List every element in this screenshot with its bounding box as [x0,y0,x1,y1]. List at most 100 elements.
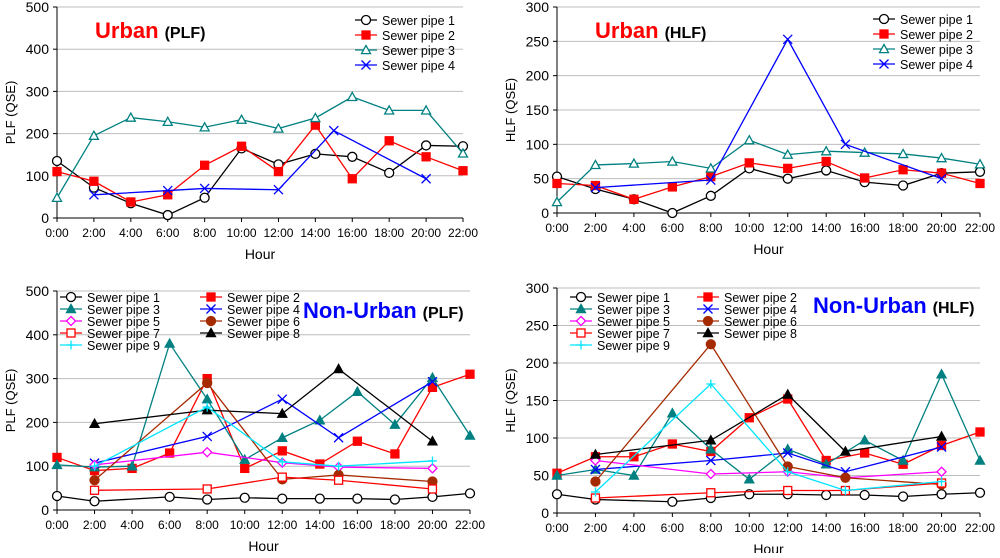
data-point [427,382,438,393]
x-tick-label: 6:00 [156,226,180,240]
data-point [840,139,851,150]
data-point [464,429,476,440]
legend-marker [703,304,713,314]
data-point [390,449,400,459]
data-point [458,166,468,176]
data-point [202,431,213,442]
legend-label: Sewer pipe 2 [382,29,455,43]
data-point [590,464,601,475]
legend-label: Sewer pipe 9 [597,339,670,353]
legend-marker [205,327,217,338]
data-point [421,152,431,162]
data-point [590,180,601,191]
legend-label: Sewer pipe 8 [227,327,300,341]
y-axis-title: HLF (QSE) [503,78,518,142]
data-point [426,435,439,446]
series-1 [551,163,986,219]
chart-title: Urban (HLF) [595,18,706,43]
y-tick-label: 300 [526,0,550,15]
data-point [840,472,851,483]
data-point [551,469,563,480]
data-point [328,125,339,136]
x-tick-label: 22:00 [455,518,485,532]
series-line [56,144,464,216]
data-point [202,494,213,505]
data-point [276,407,288,418]
data-point [743,134,755,145]
data-point [309,112,321,123]
data-point [974,158,986,169]
data-point [88,417,101,428]
data-point [705,175,716,185]
y-tick-label: 150 [526,102,550,118]
data-point [420,140,432,151]
series-7 [89,472,438,495]
legend-label: Sewer pipe 1 [87,291,160,305]
y-tick-label: 0 [541,505,549,521]
legend-marker [702,327,714,338]
x-tick-label: 18:00 [374,226,404,240]
data-point [240,463,250,474]
data-point [821,165,832,176]
data-point [706,488,716,498]
data-point [199,121,211,132]
x-tick-label: 18:00 [888,221,918,235]
series-line [94,368,433,442]
y-tick-label: 150 [526,393,550,409]
legend-label: Sewer pipe 1 [597,291,670,305]
series-line [595,393,942,456]
legend-marker [66,340,76,350]
y-tick-label: 100 [526,136,550,152]
legend-label: Sewer pipe 4 [382,59,455,73]
data-point [427,491,438,503]
legend-marker [360,14,372,26]
legend-marker [361,30,371,40]
series-1 [51,140,469,221]
data-point [164,491,175,503]
data-point [897,180,909,191]
data-point [974,166,986,177]
data-point [125,111,137,122]
x-tick-label: 16:00 [337,226,367,240]
chart-title-sub: (HLF) [665,25,707,42]
data-point [551,196,563,207]
data-point [314,414,326,425]
data-point [202,402,212,412]
legend-label: Sewer pipe 3 [597,303,670,317]
data-point [201,446,213,458]
data-point [457,147,469,158]
data-point [51,490,63,502]
data-point [347,174,357,184]
legend-label: Sewer pipe 1 [382,14,455,28]
data-point [589,448,602,459]
data-point [590,182,601,193]
y-tick-label: 100 [26,458,50,474]
legend-marker [878,43,890,54]
data-point [89,176,99,186]
legend-label: Sewer pipe 7 [87,327,160,341]
data-point [782,448,793,458]
data-point [420,104,432,115]
legend-marker [879,59,889,69]
data-point [936,168,947,178]
series-3 [551,368,986,484]
data-point [936,466,947,478]
series-4 [88,125,432,200]
data-point [427,376,438,387]
data-point [235,113,248,124]
data-point [705,190,716,201]
x-tick-label: 12:00 [263,226,293,240]
x-tick-label: 8:00 [699,521,723,535]
data-point [51,191,63,202]
series-4 [89,376,438,469]
chart-title-main: Urban [95,18,159,43]
legend-label: Sewer pipe 2 [900,28,973,42]
data-point [821,489,832,501]
data-point [783,163,793,174]
x-tick-label: 10:00 [230,518,260,532]
legend-label: Sewer pipe 4 [900,58,973,72]
data-point [839,445,852,456]
x-tick-label: 0:00 [45,226,69,240]
x-axis-title: Hour [753,241,784,257]
